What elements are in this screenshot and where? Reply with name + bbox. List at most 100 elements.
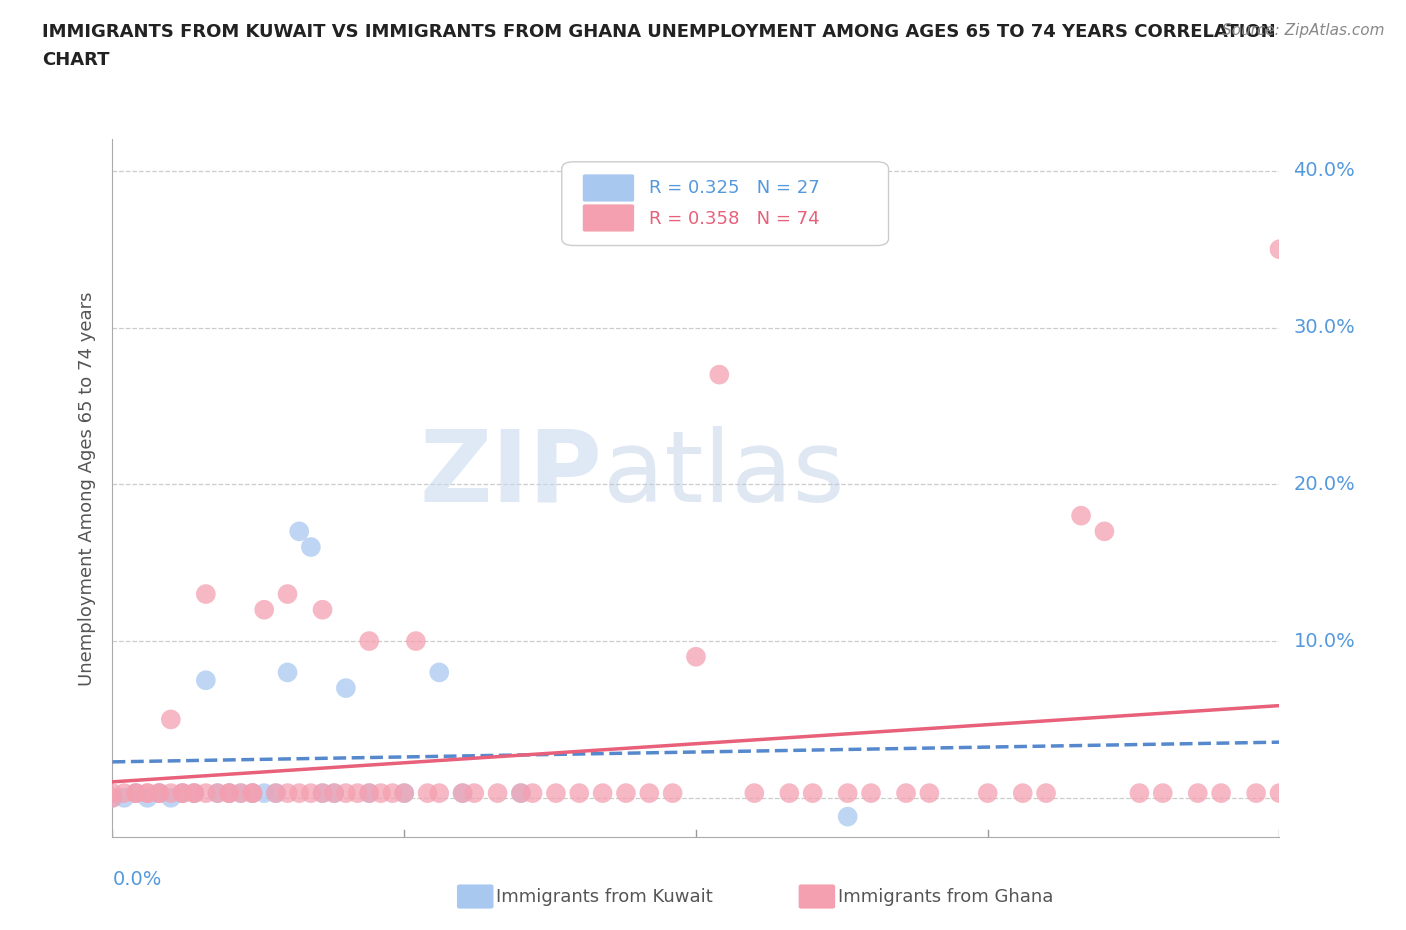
Point <box>837 786 859 801</box>
Point <box>463 786 485 801</box>
Point <box>359 786 381 801</box>
Point <box>323 786 346 801</box>
Point <box>1152 786 1174 801</box>
Point <box>148 786 170 801</box>
Point <box>359 786 381 801</box>
Point <box>148 786 170 801</box>
Text: atlas: atlas <box>603 426 844 523</box>
Point <box>276 665 298 680</box>
Point <box>568 786 591 801</box>
Point <box>346 786 368 801</box>
Point <box>288 524 311 538</box>
Point <box>136 790 159 805</box>
Point <box>229 786 252 801</box>
Point <box>370 786 392 801</box>
Point <box>509 786 531 801</box>
Text: 0.0%: 0.0% <box>112 870 162 889</box>
Text: CHART: CHART <box>42 51 110 69</box>
Point <box>253 603 276 618</box>
Point <box>918 786 941 801</box>
Point <box>194 786 217 801</box>
Point <box>614 786 637 801</box>
Point <box>801 786 824 801</box>
Point <box>392 786 416 801</box>
Point <box>894 786 917 801</box>
Point <box>160 790 183 805</box>
Point <box>392 786 416 801</box>
Point <box>125 786 148 801</box>
Point <box>136 786 159 801</box>
Point <box>451 786 474 801</box>
Point <box>112 790 135 805</box>
Point <box>194 587 217 602</box>
FancyBboxPatch shape <box>562 162 889 246</box>
Point <box>976 786 998 801</box>
Text: 10.0%: 10.0% <box>1294 631 1355 651</box>
Point <box>288 786 311 801</box>
Point <box>1209 786 1232 801</box>
Point <box>136 786 159 801</box>
Point <box>1011 786 1033 801</box>
Point <box>1187 786 1209 801</box>
Point <box>638 786 661 801</box>
Text: Immigrants from Ghana: Immigrants from Ghana <box>838 887 1053 906</box>
Point <box>311 786 333 801</box>
Point <box>1092 524 1115 538</box>
Y-axis label: Unemployment Among Ages 65 to 74 years: Unemployment Among Ages 65 to 74 years <box>77 291 96 685</box>
Point <box>416 786 439 801</box>
Text: IMMIGRANTS FROM KUWAIT VS IMMIGRANTS FROM GHANA UNEMPLOYMENT AMONG AGES 65 TO 74: IMMIGRANTS FROM KUWAIT VS IMMIGRANTS FRO… <box>42 23 1275 41</box>
Point <box>172 786 194 801</box>
Point <box>101 786 124 801</box>
Point <box>253 786 276 801</box>
Point <box>125 786 148 801</box>
Point <box>299 539 322 554</box>
Point <box>242 786 264 801</box>
Text: R = 0.358   N = 74: R = 0.358 N = 74 <box>650 210 820 228</box>
Point <box>183 786 205 801</box>
Point <box>451 786 474 801</box>
Point <box>160 712 183 727</box>
Point <box>405 633 427 648</box>
Point <box>592 786 614 801</box>
Point <box>218 786 240 801</box>
Point <box>1070 508 1092 523</box>
Point <box>1035 786 1057 801</box>
Point <box>125 786 148 801</box>
Point <box>218 786 240 801</box>
Point <box>427 786 450 801</box>
Point <box>778 786 800 801</box>
Point <box>742 786 765 801</box>
Text: R = 0.325   N = 27: R = 0.325 N = 27 <box>650 179 820 197</box>
Point <box>172 786 194 801</box>
Point <box>276 587 298 602</box>
Point <box>264 786 287 801</box>
Point <box>1268 242 1291 257</box>
Point <box>381 786 404 801</box>
Text: 40.0%: 40.0% <box>1294 161 1355 180</box>
Point <box>299 786 322 801</box>
Text: Source: ZipAtlas.com: Source: ZipAtlas.com <box>1222 23 1385 38</box>
Point <box>183 786 205 801</box>
Point <box>172 786 194 801</box>
Point <box>544 786 567 801</box>
Text: 20.0%: 20.0% <box>1294 475 1355 494</box>
Point <box>685 649 707 664</box>
Point <box>709 367 731 382</box>
FancyBboxPatch shape <box>582 205 634 232</box>
Point <box>509 786 531 801</box>
Point <box>242 786 264 801</box>
Point <box>112 786 135 801</box>
Point <box>486 786 509 801</box>
Point <box>242 786 264 801</box>
Point <box>183 786 205 801</box>
Point <box>661 786 683 801</box>
Point <box>148 786 170 801</box>
Point <box>229 786 252 801</box>
Point <box>101 790 124 805</box>
Point <box>335 681 357 696</box>
FancyBboxPatch shape <box>582 175 634 202</box>
Point <box>311 786 333 801</box>
Point <box>311 603 333 618</box>
Point <box>264 786 287 801</box>
Point <box>194 672 217 687</box>
